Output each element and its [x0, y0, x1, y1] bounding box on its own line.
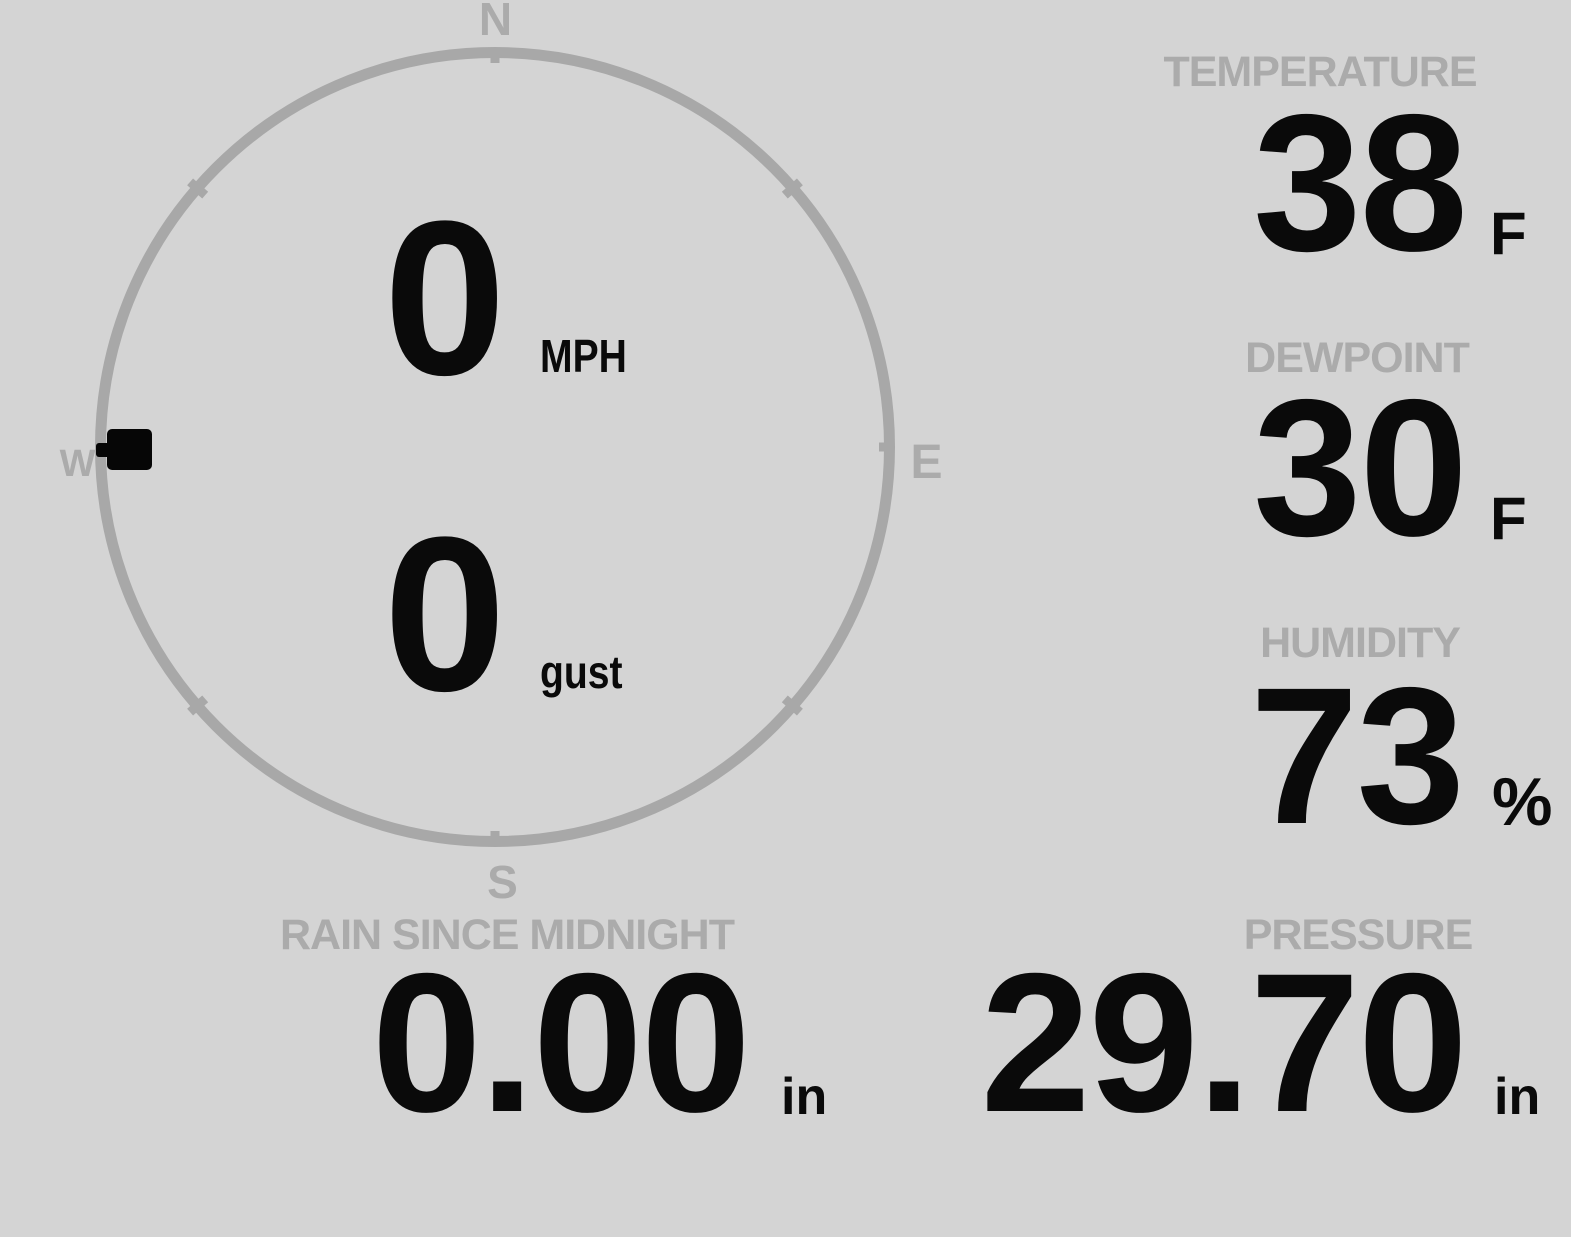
compass-label-south: S — [487, 856, 518, 908]
pressure-label: PRESSURE — [1243, 911, 1474, 959]
compass-tick-sw-icon — [187, 695, 209, 716]
temperature-value: 38 — [1253, 74, 1468, 292]
wind-direction-marker-icon — [96, 429, 152, 470]
wind-gust-value: 0 — [383, 491, 506, 737]
temperature-unit: F — [1490, 200, 1527, 267]
wind-compass — [95, 47, 895, 847]
dewpoint-value: 30 — [1253, 359, 1468, 577]
wind-gust-unit: gust — [540, 646, 623, 698]
rain-label: RAIN SINCE MIDNIGHT — [280, 911, 735, 959]
dewpoint-label: DEWPOINT — [1245, 334, 1470, 382]
compass-tick-ne-icon — [781, 178, 803, 199]
compass-label-east: E — [910, 436, 942, 489]
compass-label-north: N — [478, 0, 512, 45]
rain-value: 0.00 — [371, 932, 751, 1153]
compass-tick-se-icon — [781, 695, 803, 716]
pressure-value: 29.70 — [980, 932, 1468, 1153]
humidity-unit: % — [1492, 764, 1553, 840]
wind-speed-value: 0 — [383, 175, 506, 421]
humidity-value: 73 — [1250, 647, 1465, 865]
rain-unit: in — [781, 1068, 828, 1126]
compass-label-west: W — [59, 443, 96, 485]
temperature-label: TEMPERATURE — [1163, 48, 1477, 96]
wind-speed-unit: MPH — [540, 330, 627, 382]
compass-tick-nw-icon — [187, 178, 209, 199]
humidity-label: HUMIDITY — [1260, 619, 1461, 667]
pressure-unit: in — [1494, 1068, 1541, 1126]
dewpoint-unit: F — [1490, 485, 1527, 552]
